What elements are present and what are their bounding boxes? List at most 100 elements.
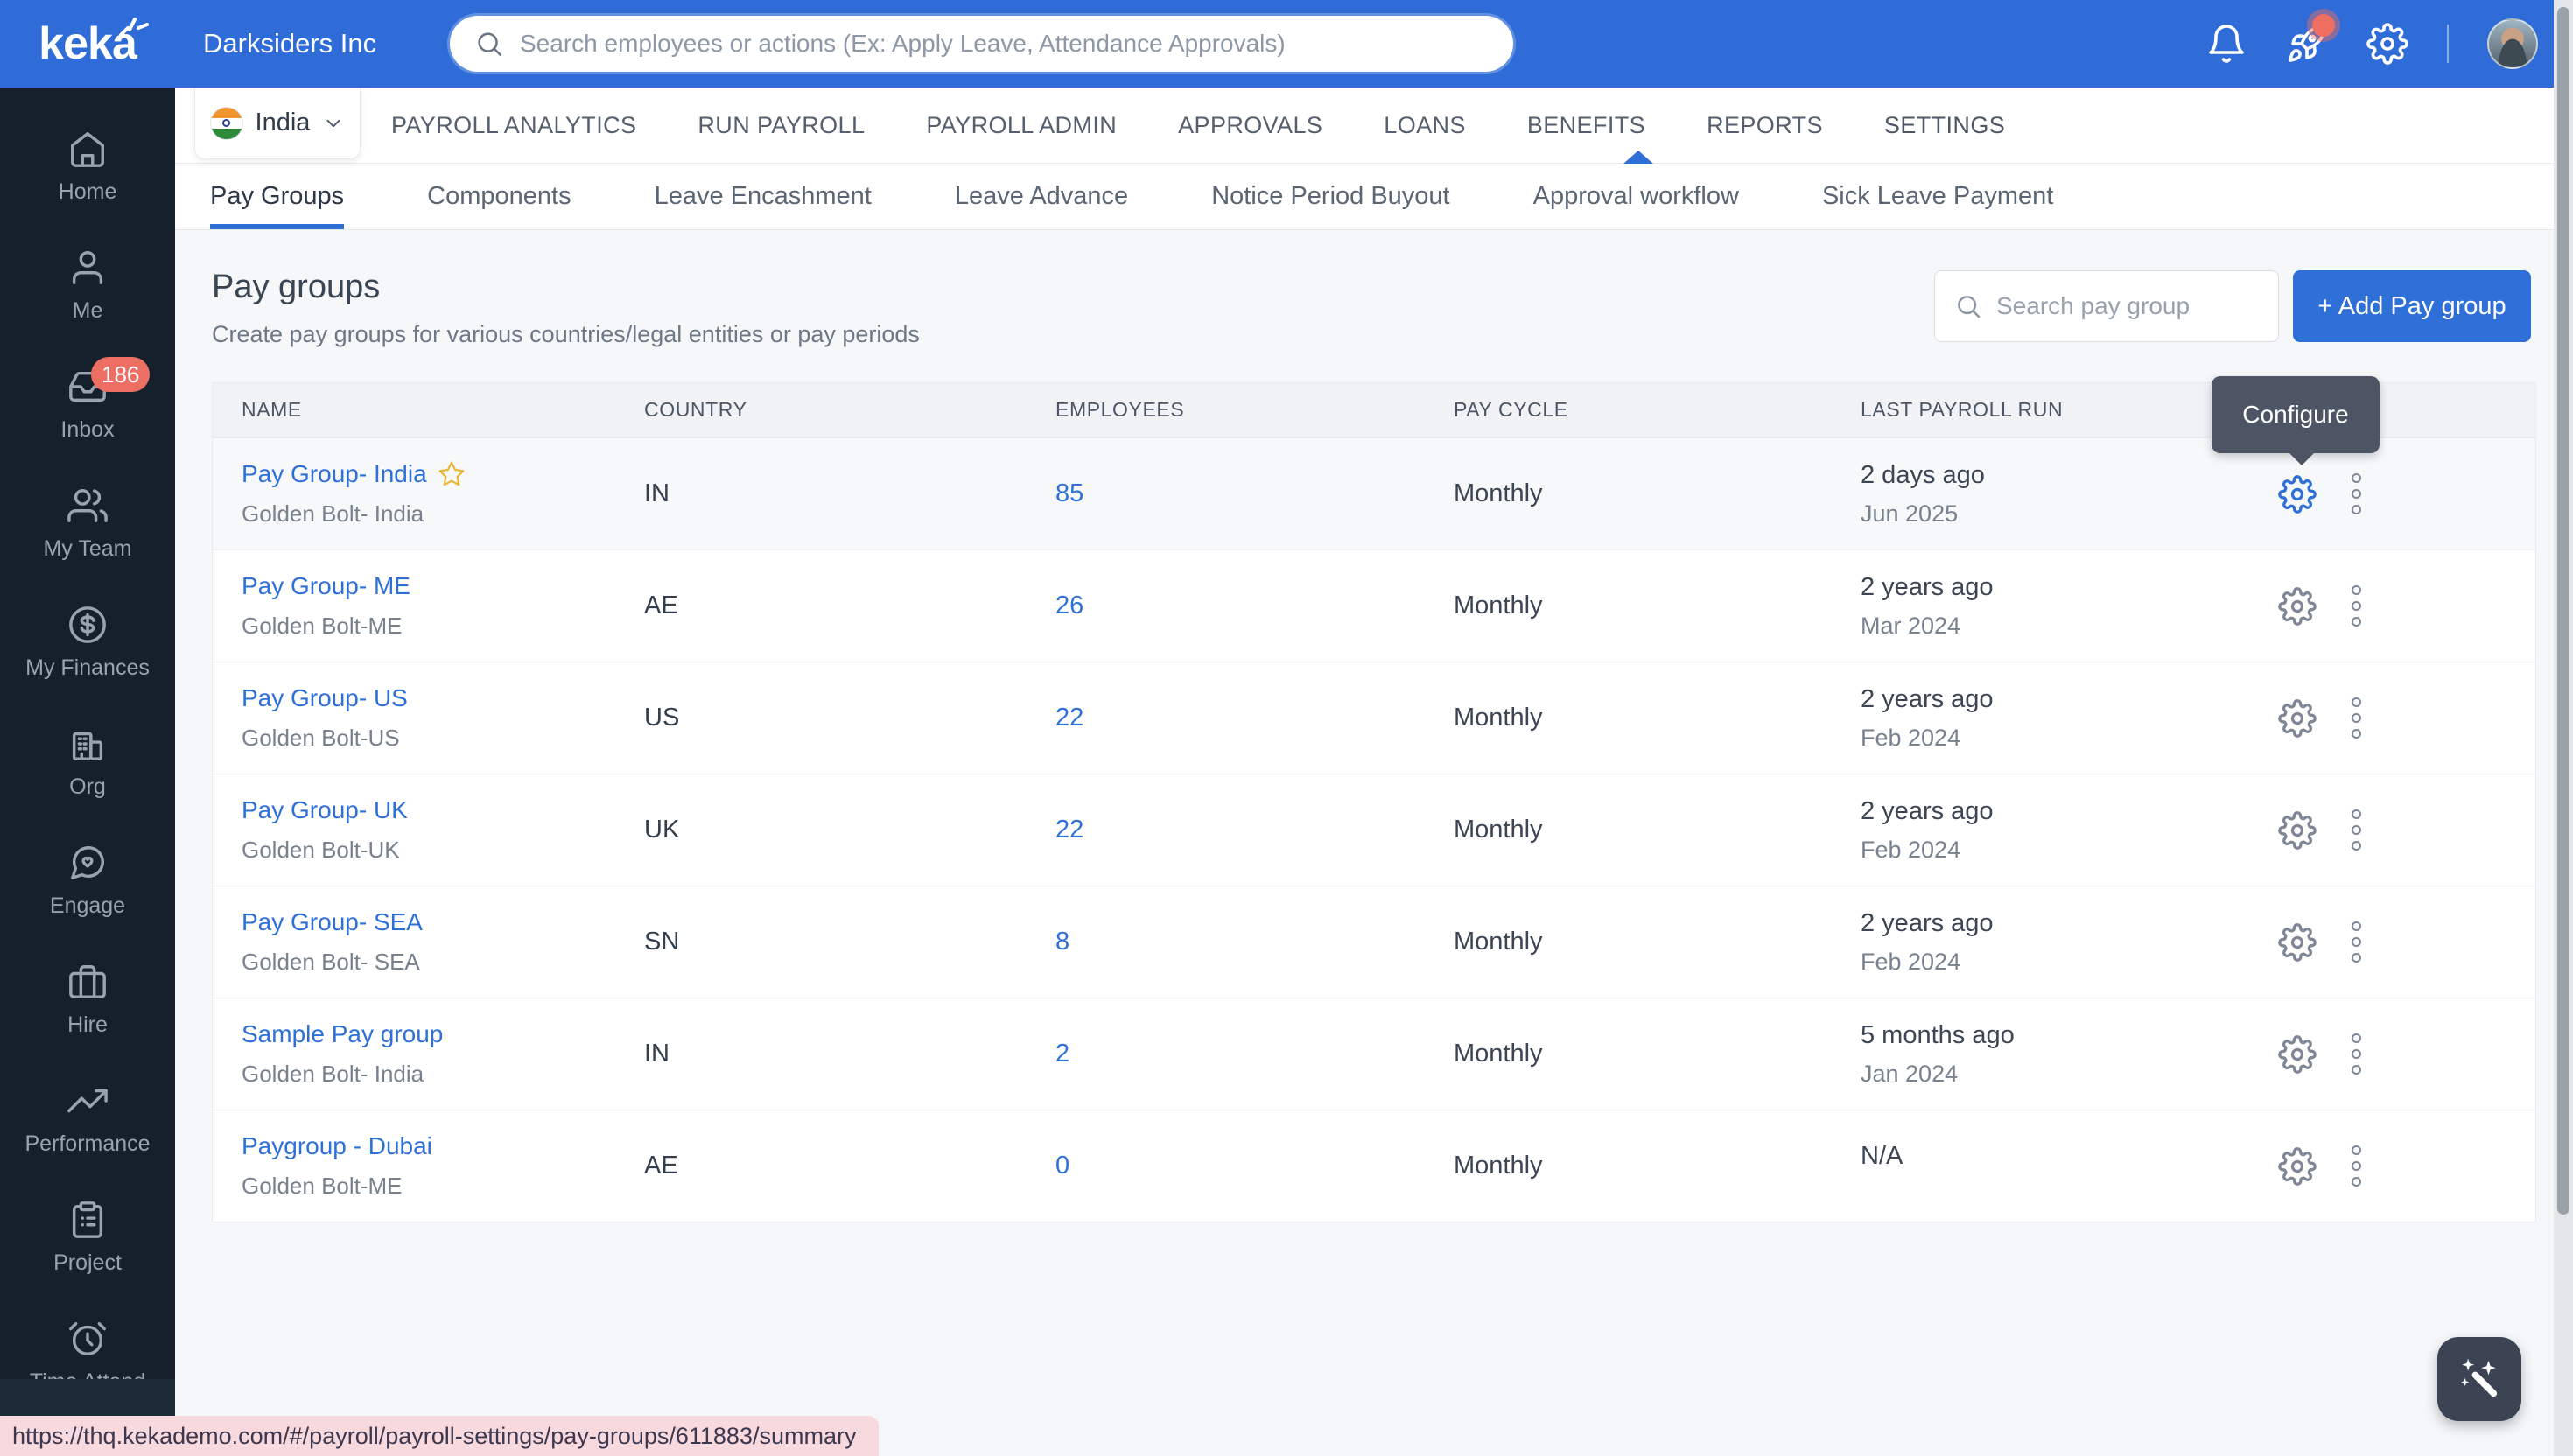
pay-group-search-input[interactable] <box>1996 292 2312 320</box>
configure-tooltip: Configure <box>2212 376 2380 466</box>
user-avatar[interactable] <box>2487 18 2538 69</box>
legal-entity-selector[interactable]: India <box>194 88 361 159</box>
table-row: Pay Group- India Golden Bolt- India IN 8… <box>213 438 2535 550</box>
nav-settings[interactable]: SETTINGS <box>1883 111 2006 138</box>
notifications-button[interactable] <box>2205 23 2247 65</box>
nav-loans[interactable]: LOANS <box>1384 111 1466 138</box>
global-search-input[interactable] <box>520 30 1489 58</box>
settings-subtabs: Pay Groups Components Leave Encashment L… <box>175 164 2573 230</box>
gear-icon <box>2278 811 2317 850</box>
employees-count-link[interactable]: 22 <box>1055 816 1084 844</box>
briefcase-icon <box>67 962 108 1002</box>
employees-count-link[interactable]: 2 <box>1055 1040 1070 1068</box>
user-icon <box>67 248 108 288</box>
star-icon[interactable] <box>438 460 466 488</box>
row-menu-button[interactable] <box>2346 468 2366 520</box>
configure-button[interactable] <box>2278 587 2317 626</box>
configure-button[interactable] <box>2278 923 2317 962</box>
paygroup-link[interactable]: Paygroup - Dubai <box>242 1132 432 1159</box>
configure-button[interactable] <box>2278 1035 2317 1074</box>
sidebar-item-label: My Team <box>43 536 132 561</box>
paygroup-link[interactable]: Pay Group- UK <box>242 796 408 823</box>
tab-approval-workflow[interactable]: Approval workflow <box>1532 182 1739 210</box>
add-pay-group-button[interactable]: + Add Pay group <box>2293 270 2531 342</box>
sidebar-item-hire[interactable]: Hire <box>0 940 175 1059</box>
configure-button[interactable] <box>2278 475 2317 514</box>
magic-wand-fab[interactable] <box>2437 1337 2521 1421</box>
nav-payroll-analytics[interactable]: PAYROLL ANALYTICS <box>391 111 637 138</box>
row-menu-button[interactable] <box>2346 1140 2366 1192</box>
nav-approvals[interactable]: APPROVALS <box>1178 111 1323 138</box>
configure-button[interactable] <box>2278 699 2317 738</box>
sidebar-item-label: My Finances <box>25 654 150 680</box>
employees-count-link[interactable]: 8 <box>1055 928 1070 956</box>
tab-notice-period-buyout[interactable]: Notice Period Buyout <box>1211 182 1450 210</box>
sidebar-item-label: Performance <box>25 1130 151 1156</box>
sidebar-item-project[interactable]: Project <box>0 1178 175 1297</box>
row-menu-button[interactable] <box>2346 804 2366 856</box>
pay-cycle: Monthly <box>1454 592 1543 620</box>
gear-icon <box>2278 923 2317 962</box>
home-icon <box>67 129 108 169</box>
row-menu-button[interactable] <box>2346 692 2366 744</box>
scrollbar-thumb[interactable] <box>2557 7 2569 1214</box>
module-nav: India PAYROLL ANALYTICS RUN PAYROLL PAYR… <box>175 88 2573 164</box>
last-run-month: Feb 2024 <box>1861 836 1961 863</box>
tab-leave-encashment[interactable]: Leave Encashment <box>654 182 872 210</box>
row-menu-button[interactable] <box>2346 1028 2366 1080</box>
table-header: NAME COUNTRY EMPLOYEES PAY CYCLE LAST PA… <box>213 383 2535 438</box>
pay-cycle: Monthly <box>1454 1152 1543 1180</box>
settings-button[interactable] <box>2366 23 2408 65</box>
last-run-relative: 2 years ago <box>1861 908 1994 937</box>
paygroup-link[interactable]: Sample Pay group <box>242 1020 444 1047</box>
nav-run-payroll[interactable]: RUN PAYROLL <box>698 111 866 138</box>
tab-sick-leave-payment[interactable]: Sick Leave Payment <box>1821 182 2054 210</box>
paygroup-link[interactable]: Pay Group- India <box>242 460 427 487</box>
sidebar-item-inbox[interactable]: Inbox 186 <box>0 345 175 464</box>
configure-button[interactable] <box>2278 811 2317 850</box>
paygroup-link[interactable]: Pay Group- US <box>242 684 408 711</box>
tab-leave-advance[interactable]: Leave Advance <box>954 182 1129 210</box>
last-run-relative: 5 months ago <box>1861 1020 2015 1049</box>
paygroup-link[interactable]: Pay Group- ME <box>242 572 410 599</box>
page-scrollbar[interactable] <box>2554 0 2573 1456</box>
chevron-down-icon <box>322 112 345 135</box>
sidebar-item-label: Org <box>69 774 106 799</box>
country-code: US <box>644 704 680 732</box>
table-row: Pay Group- US Golden Bolt-US US 22 Month… <box>213 662 2535 774</box>
sidebar-item-engage[interactable]: Engage <box>0 821 175 940</box>
nav-reports[interactable]: REPORTS <box>1707 111 1823 138</box>
row-menu-button[interactable] <box>2346 580 2366 632</box>
employees-count-link[interactable]: 85 <box>1055 480 1084 508</box>
nav-benefits[interactable]: BENEFITS <box>1526 111 1646 138</box>
sidebar-item-my-finances[interactable]: My Finances <box>0 583 175 702</box>
employees-count-link[interactable]: 26 <box>1055 592 1084 620</box>
legal-entity: Golden Bolt-ME <box>242 612 403 639</box>
table-row: Paygroup - Dubai Golden Bolt-ME AE 0 Mon… <box>213 1110 2535 1222</box>
global-search[interactable] <box>450 16 1513 72</box>
legal-entity: Golden Bolt- SEA <box>242 948 420 975</box>
sidebar-item-org[interactable]: Org <box>0 702 175 821</box>
sidebar-item-home[interactable]: Home <box>0 107 175 226</box>
nav-payroll-admin[interactable]: PAYROLL ADMIN <box>926 111 1118 138</box>
tab-components[interactable]: Components <box>427 182 571 210</box>
row-menu-button[interactable] <box>2346 916 2366 968</box>
employees-count-link[interactable]: 22 <box>1055 704 1084 732</box>
employees-count-link[interactable]: 0 <box>1055 1152 1070 1180</box>
active-nav-caret <box>1623 150 1653 164</box>
configure-button[interactable] <box>2278 1147 2317 1186</box>
sidebar-item-me[interactable]: Me <box>0 226 175 345</box>
whats-new-button[interactable] <box>2286 14 2335 65</box>
search-icon <box>474 29 504 59</box>
sidebar-item-my-team[interactable]: My Team <box>0 464 175 583</box>
pay-group-search[interactable] <box>1934 270 2312 342</box>
sidebar-item-label: Project <box>53 1250 122 1275</box>
sidebar: Home Me Inbox 186 My Team My Finances Org… <box>0 88 175 1456</box>
sidebar-item-performance[interactable]: Performance <box>0 1059 175 1178</box>
tab-pay-groups[interactable]: Pay Groups <box>210 164 345 229</box>
search-icon <box>1954 292 1982 320</box>
legal-entity: Golden Bolt-UK <box>242 836 400 863</box>
keka-logo[interactable]: keka <box>0 0 175 88</box>
paygroup-link[interactable]: Pay Group- SEA <box>242 908 423 935</box>
legal-entity: Golden Bolt-US <box>242 724 400 751</box>
